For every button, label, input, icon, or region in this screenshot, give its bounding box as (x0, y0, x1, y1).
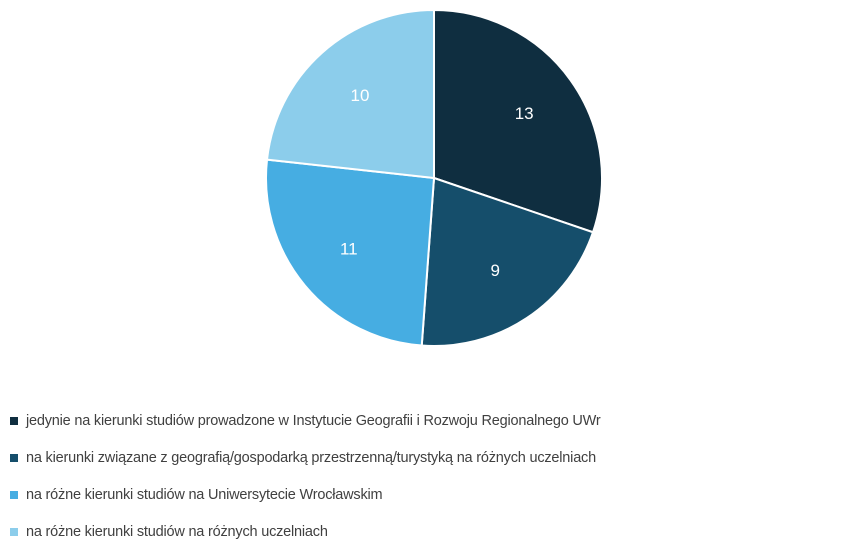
legend-label: jedynie na kierunki studiów prowadzone w… (26, 412, 601, 429)
slice-data-label: 13 (515, 104, 534, 123)
pie-slice (433, 8, 603, 234)
legend-swatch (10, 416, 18, 425)
legend-swatch (10, 527, 18, 536)
pie-slice (420, 176, 595, 347)
legend: jedynie na kierunki studiów prowadzone w… (10, 402, 865, 550)
slice-data-label: 10 (351, 86, 370, 105)
legend-item: na różne kierunki studiów na różnych ucz… (10, 513, 865, 550)
slice-data-label: 9 (490, 261, 499, 280)
legend-label: na kierunki związane z geografią/gospoda… (26, 449, 596, 466)
pie-slice (265, 158, 436, 347)
legend-swatch (10, 490, 18, 499)
legend-item: na kierunki związane z geografią/gospoda… (10, 439, 865, 476)
legend-swatch (10, 453, 18, 462)
legend-item: jedynie na kierunki studiów prowadzone w… (10, 402, 865, 439)
pie-slice (265, 8, 435, 180)
pie-chart: 13 9 11 10 (265, 8, 603, 347)
legend-label: na różne kierunki studiów na różnych ucz… (26, 523, 328, 540)
legend-item: na różne kierunki studiów na Uniwersytec… (10, 476, 865, 513)
legend-label: na różne kierunki studiów na Uniwersytec… (26, 486, 383, 503)
slice-data-label: 11 (340, 239, 358, 258)
